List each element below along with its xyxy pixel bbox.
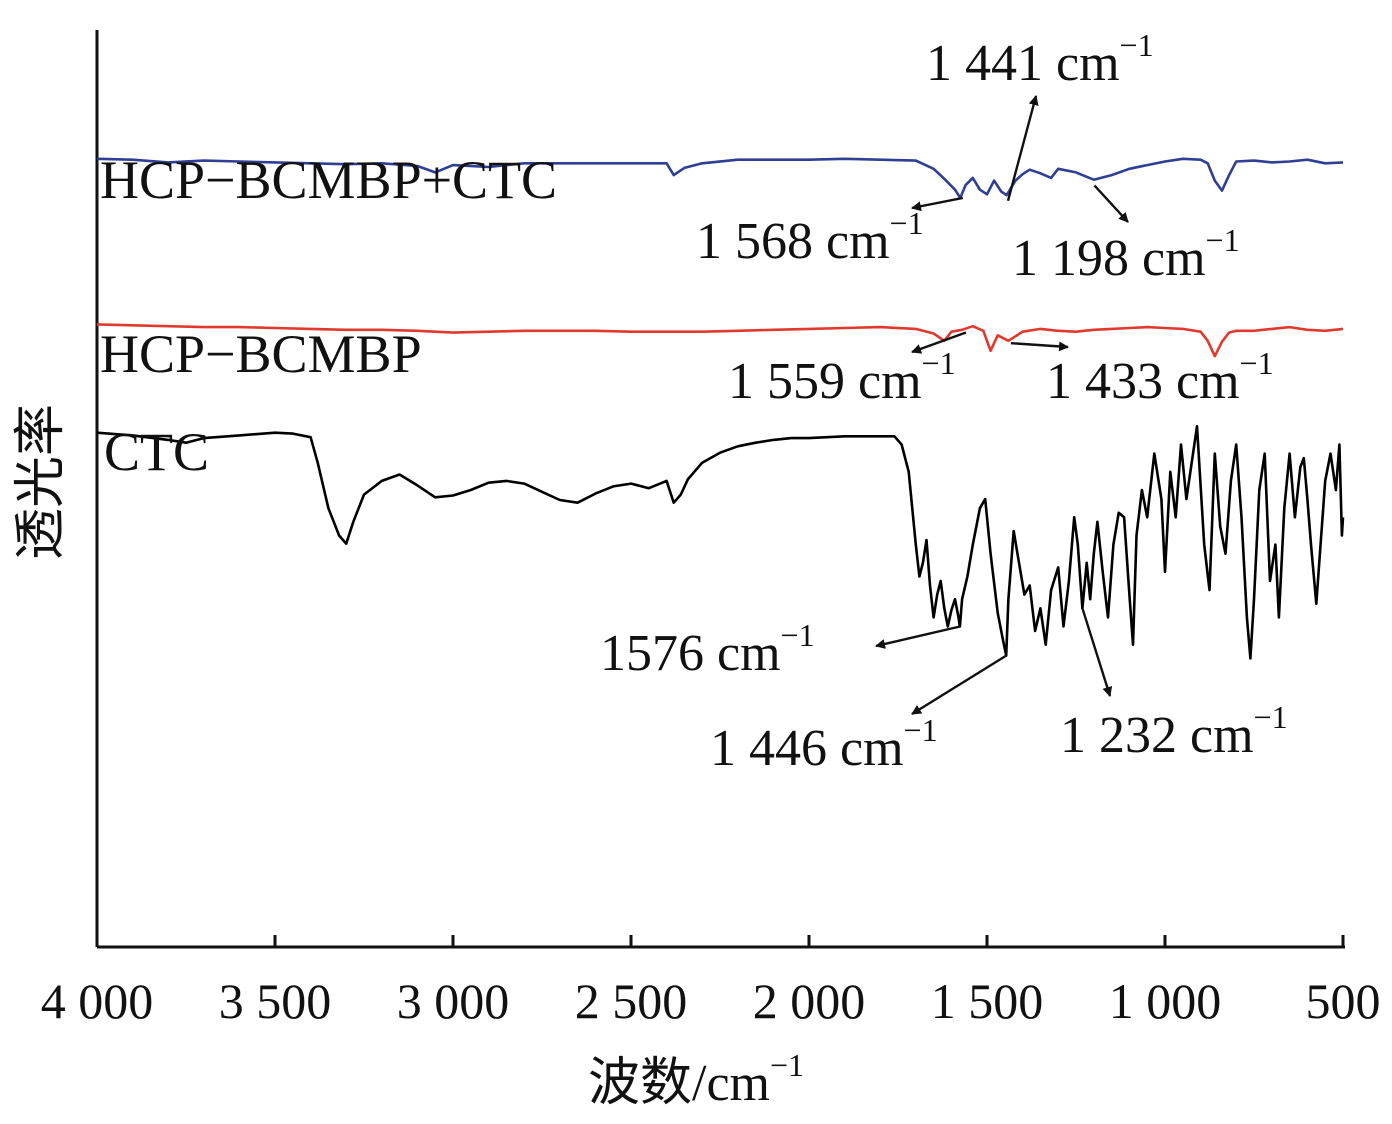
x-axis-ticks [95,935,1345,947]
series-label-2: CTC [104,422,209,482]
annotation-arrow-5 [875,625,961,649]
annotation-arrow-4 [1010,341,1069,352]
x-tick-label-2000: 2 000 [753,973,866,1029]
series-line-2 [96,425,1345,660]
annotation-label-4: 1 433 cm−1 [1046,345,1274,410]
annotation-label-2: 1 198 cm−1 [1012,222,1240,287]
series-label-1: HCP−BCMBP [100,324,422,384]
series-line-0 [96,157,1344,200]
x-tick-label-3000: 3 000 [397,973,510,1029]
x-tick-label-3500: 3 500 [219,973,332,1029]
x-axis-title: 波数/cm−1 [588,1047,804,1112]
y-axis-title: 透光率 [13,404,70,560]
x-axis-title-sup: −1 [770,1047,804,1083]
annotation-arrow-0 [1006,95,1039,202]
annotation-label-7: 1 232 cm−1 [1060,699,1288,764]
x-tick-label-1000: 1 000 [1109,973,1222,1029]
annotation-arrow-2 [1093,184,1129,223]
x-axis-title-text: 波数/cm [588,1055,770,1112]
annotation-label-3: 1 559 cm−1 [728,345,956,410]
annotation-arrow-6 [911,654,1007,716]
annotation-label-1: 1 568 cm−1 [696,205,924,270]
series-labels: HCP−BCMBP+CTC HCP−BCMBP CTC [100,150,557,482]
annotation-label-0: 1 441 cm−1 [926,27,1154,92]
annotation-arrow-3 [911,331,967,354]
peak-annotations: 1 441 cm−1 1 568 cm−1 1 198 cm−1 1 559 cm−1… [600,27,1288,777]
annotation-label-6: 1 446 cm−1 [710,712,938,777]
x-axis-tick-labels: 4 000 3 500 3 000 2 500 2 000 1 500 1 000 500 [41,973,1381,1029]
x-tick-label-2500: 2 500 [575,973,688,1029]
spectrum-lines [96,157,1345,660]
x-tick-label-4000: 4 000 [41,973,154,1029]
series-label-0: HCP−BCMBP+CTC [100,150,557,210]
annotation-label-5: 1576 cm−1 [600,617,815,682]
annotation-arrow-1 [911,196,964,212]
x-tick-label-1500: 1 500 [931,973,1044,1029]
annotation-arrow-7 [1081,607,1113,697]
series-line-1 [96,323,1344,358]
x-tick-label-500: 500 [1306,973,1381,1029]
